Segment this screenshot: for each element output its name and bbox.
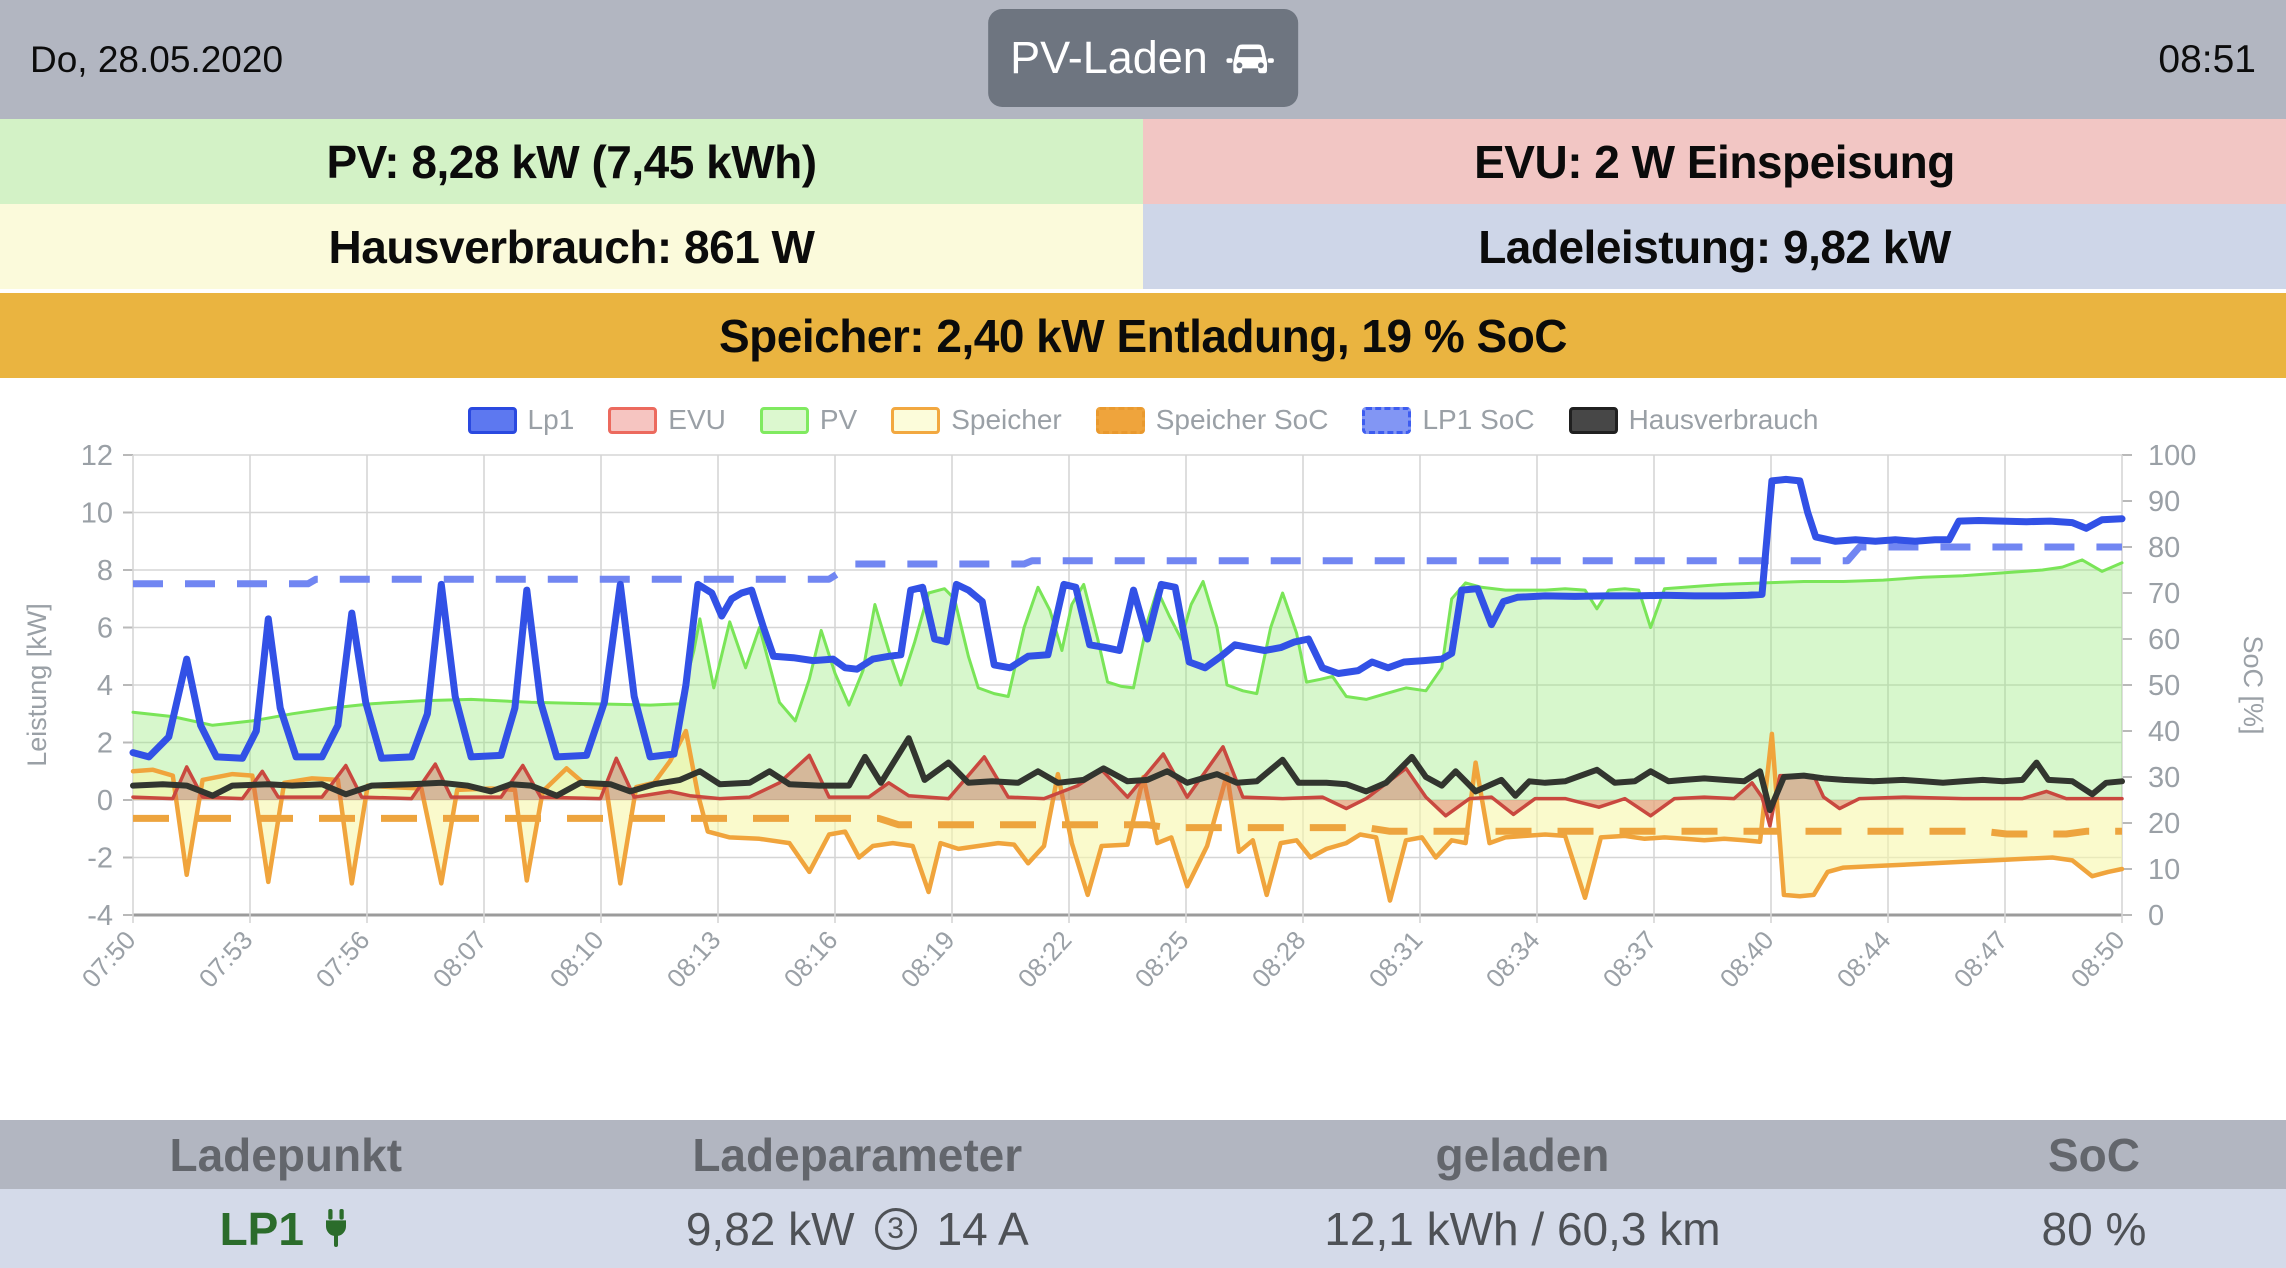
y-left-tick: 0 [97,785,113,817]
x-tick: 07:50 [76,925,142,993]
chart-section: Lp1 EVU PV Speicher Speicher SoC LP1 SoC Hausv… [0,378,2286,1120]
legend-label: Speicher SoC [1155,404,1329,435]
charged-energy-value: 12,1 kWh / 60,3 km [1324,1203,1721,1255]
y-right-tick: 90 [2148,486,2180,518]
table-header-ladeparameter: Ladeparameter [692,1128,1023,1181]
status-tile-evu: EVU: 2 W Einspeisung [1143,119,2286,204]
legend-item-evu[interactable]: EVU [608,404,726,436]
status-tile-speicher: Speicher: 2,40 kW Entladung, 19 % SoC [0,293,2286,378]
chargepoint-name-cell: LP1 [0,1202,572,1256]
legend-item-speicher[interactable]: Speicher [891,404,1062,436]
y-left-tick: -4 [87,900,113,932]
x-tick: 08:19 [895,925,961,993]
legend-label: Hausverbrauch [1628,404,1819,435]
status-tile-pv: PV: 8,28 kW (7,45 kWh) [0,119,1143,204]
x-tick: 08:44 [1831,925,1897,993]
series-lp1-soc [133,543,2122,588]
legend-swatch [759,406,809,434]
y-left-tick: -2 [87,843,113,875]
x-tick: 08:37 [1597,925,1663,993]
legend-item-lp1-soc[interactable]: LP1 SoC [1362,404,1535,436]
legend-item-speicher-soc[interactable]: Speicher SoC [1095,404,1329,436]
chargepoint-row: LP1 9,82 kW 3 14 A 12,1 kWh / 60,3 km 80… [0,1189,2286,1268]
x-tick: 08:50 [2065,925,2131,993]
y-left-tick: 2 [97,728,113,760]
y-right-tick: 40 [2148,716,2180,748]
table-header-soc: SoC [2047,1128,2140,1181]
series-lp1 [129,475,2126,762]
legend-swatch [1362,406,1412,434]
y-right-tick: 30 [2148,762,2180,794]
x-tick: 07:56 [310,925,376,993]
legend-item-lp1[interactable]: Lp1 [467,404,575,436]
series-speicher-soc [133,814,2122,838]
status-tile-hausverbrauch: Hausverbrauch: 861 W [0,204,1143,289]
plug-icon [325,1209,346,1247]
legend-label: Speicher [951,404,1062,435]
x-tick: 08:47 [1948,925,2014,993]
y-left-tick: 12 [81,440,113,472]
x-tick: 08:31 [1363,925,1429,993]
series-hausverbrauch [130,735,2125,814]
y-left-tick: 4 [97,670,113,702]
legend-item-hausverbrauch[interactable]: Hausverbrauch [1568,404,1819,436]
y-left-tick: 8 [97,555,113,587]
y-right-tick: 60 [2148,624,2180,656]
y-right-tick: 100 [2148,440,2196,472]
legend-swatch [1568,406,1618,434]
legend-swatch [608,406,658,434]
status-tile-ladeleistung: Ladeleistung: 9,82 kW [1143,204,2286,289]
x-tick: 08:28 [1246,925,1312,993]
lp1-label: LP1 [219,1203,304,1255]
charge-mode-button[interactable]: PV-Laden [988,9,1298,107]
x-tick: 08:13 [661,925,727,993]
y-left-tick: 10 [81,498,113,530]
charge-current-value: 14 A [936,1203,1029,1255]
table-header-ladepunkt: Ladepunkt [169,1128,403,1181]
x-tick: 08:25 [1129,925,1195,993]
x-tick: 07:53 [193,925,259,993]
x-tick: 08:16 [778,925,844,993]
vehicle-soc-value: 80 % [2041,1203,2147,1255]
ladeparameter-cell: 9,82 kW 3 14 A [572,1202,1144,1256]
chargepoint-table: Ladepunkt Ladeparameter geladen SoC LP1 … [0,1120,2286,1268]
charge-power-value: 9,82 kW [685,1203,855,1255]
y-right-tick: 70 [2148,578,2180,610]
y-right-title: SoC [%] [2238,635,2268,734]
y-right-tick: 0 [2148,900,2164,932]
y-right-tick: 50 [2148,670,2180,702]
y-right-tick: 80 [2148,532,2180,564]
table-header-geladen: geladen [1435,1128,1610,1181]
legend-swatch [1095,406,1145,434]
x-tick: 08:40 [1714,925,1780,993]
status-tiles: PV: 8,28 kW (7,45 kWh) EVU: 2 W Einspeis… [0,119,2286,378]
charge-mode-label: PV-Laden [1010,32,1208,83]
x-tick: 08:07 [427,925,493,993]
x-tick: 08:34 [1480,925,1546,993]
legend-label: EVU [668,404,726,435]
y-right-tick: 20 [2148,808,2180,840]
x-tick: 08:22 [1012,925,1078,993]
clock-label: 08:51 [2158,37,2256,81]
legend-label: LP1 SoC [1422,404,1535,435]
chart-legend: Lp1 EVU PV Speicher Speicher SoC LP1 SoC Hausv… [0,404,2286,436]
car-icon [1226,44,1274,74]
table-header-row: Ladepunkt Ladeparameter geladen SoC [0,1120,2286,1189]
y-left-tick: 6 [97,613,113,645]
legend-swatch [891,406,941,434]
y-left-title: Leistung [kW] [22,603,52,767]
x-tick: 08:10 [544,925,610,993]
legend-label: PV [819,404,858,435]
power-soc-chart: 121086420-2-4100908070605040302010007:50… [22,440,2268,993]
phase-count-badge: 3 [874,1208,917,1250]
legend-swatch [467,406,517,434]
legend-label: Lp1 [527,404,575,435]
top-bar: Do, 28.05.2020 PV-Laden 08:51 [0,0,2286,119]
legend-item-pv[interactable]: PV [759,404,858,436]
date-label: Do, 28.05.2020 [30,38,284,80]
y-right-tick: 10 [2148,854,2180,886]
series-pv [131,558,2124,800]
